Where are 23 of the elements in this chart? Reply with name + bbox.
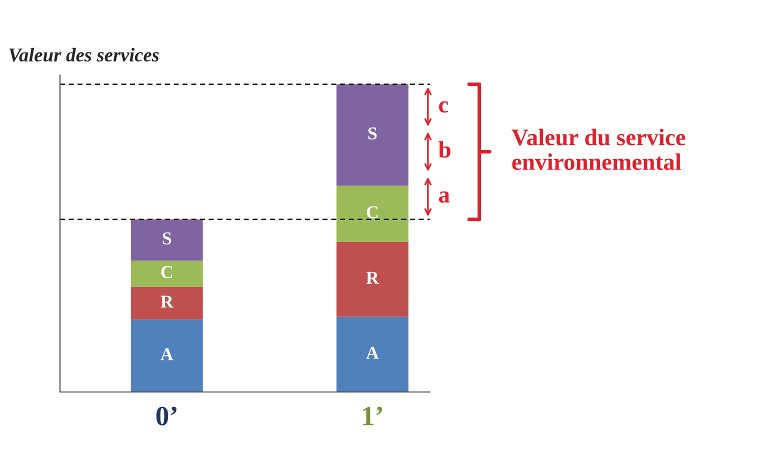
text: a bbox=[438, 191, 450, 203]
series-label: R bbox=[160, 296, 174, 308]
bar bbox=[130, 260, 203, 287]
bar bbox=[130, 286, 203, 320]
x-tick-label: 0’ bbox=[156, 406, 176, 426]
text: R bbox=[366, 272, 380, 284]
text: c bbox=[439, 101, 448, 113]
text: b bbox=[438, 141, 450, 158]
bar bbox=[336, 186, 408, 242]
text: C bbox=[366, 206, 378, 218]
text: Valeur du service environnemental bbox=[512, 128, 686, 170]
series-label: C bbox=[161, 266, 172, 278]
bar bbox=[336, 242, 408, 317]
bar bbox=[336, 84, 408, 186]
series-label: S bbox=[162, 232, 172, 244]
x-tick-label: 1’ bbox=[363, 406, 382, 426]
bar bbox=[130, 320, 203, 392]
text: S bbox=[368, 127, 377, 140]
bar bbox=[336, 316, 408, 392]
bar bbox=[130, 219, 203, 261]
text: A bbox=[366, 346, 379, 359]
y-axis-title: Valeur des services bbox=[9, 48, 159, 62]
series-label: A bbox=[160, 348, 174, 360]
